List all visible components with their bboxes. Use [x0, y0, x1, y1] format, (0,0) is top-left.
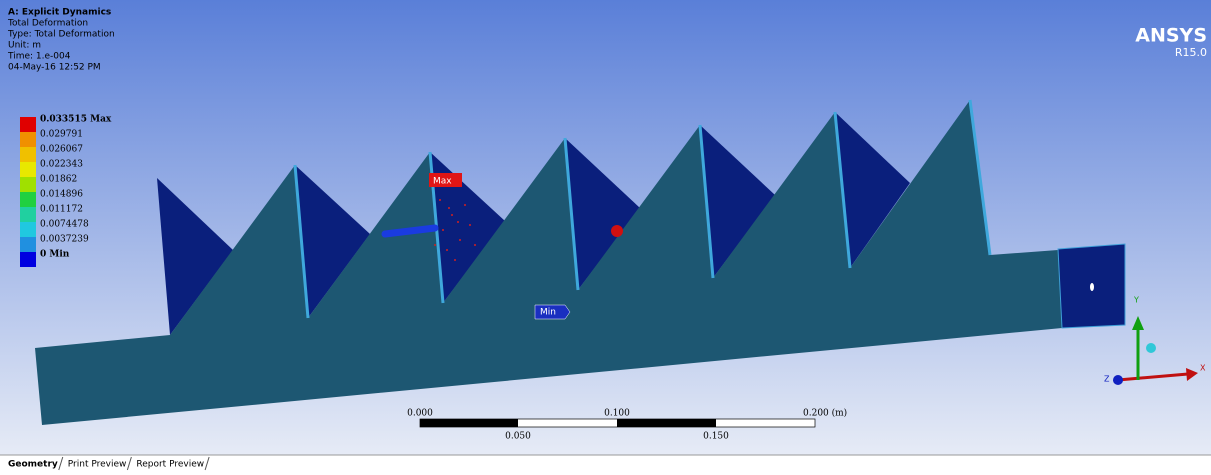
legend-swatch — [20, 162, 36, 177]
legend-label: 0.033515 Max — [40, 115, 112, 125]
debris-dot — [459, 239, 461, 241]
legend-swatch — [20, 147, 36, 162]
legend-label: 0.026067 — [40, 145, 83, 155]
tab[interactable]: Geometry — [8, 460, 58, 470]
scale-label: 0.100 — [604, 409, 630, 419]
legend-label: 0.011172 — [40, 205, 83, 215]
scale-label: 0.200 (m) — [803, 408, 847, 419]
debris-dot — [442, 229, 444, 231]
scale-label: 0.050 — [505, 432, 531, 442]
header-line: Type: Total Deformation — [7, 30, 115, 40]
logo: ANSYS — [1135, 25, 1207, 47]
legend-label: 0 Min — [40, 250, 70, 260]
hole — [1090, 283, 1094, 291]
debris-dot — [469, 224, 471, 226]
min-label: Min — [540, 308, 556, 318]
legend-swatch — [20, 237, 36, 252]
axis-label: Y — [1133, 296, 1139, 305]
legend-label: 0.014896 — [40, 190, 83, 200]
legend-label: 0.022343 — [40, 160, 83, 170]
version: R15.0 — [1175, 46, 1207, 59]
legend-swatch — [20, 132, 36, 147]
debris-dot — [454, 259, 456, 261]
header-line: A: Explicit Dynamics — [8, 8, 111, 18]
debris-dot — [439, 199, 441, 201]
axis-label: Z — [1104, 375, 1110, 384]
debris-dot — [451, 214, 453, 216]
legend-label: 0.0037239 — [40, 235, 89, 245]
tab[interactable]: Print Preview — [68, 460, 127, 470]
page: Max Min A: Explicit DynamicsTotal Deform… — [0, 0, 1211, 471]
fragment — [611, 225, 623, 237]
debris-dot — [464, 204, 466, 206]
axis-label: X — [1200, 364, 1206, 373]
legend-swatch — [20, 222, 36, 237]
legend-swatch — [20, 252, 36, 267]
legend-label: 0.029791 — [40, 130, 83, 140]
debris-dot — [446, 249, 448, 251]
legend-swatch — [20, 207, 36, 222]
legend-swatch — [20, 117, 36, 132]
debris-dot — [474, 244, 476, 246]
legend-label: 0.0074478 — [40, 220, 89, 230]
legend-swatch — [20, 192, 36, 207]
max-label: Max — [433, 177, 452, 187]
scale-label: 0.150 — [703, 432, 729, 442]
legend-label: 0.01862 — [40, 175, 77, 185]
debris-dot — [457, 221, 459, 223]
header-line: 04-May-16 12:52 PM — [8, 63, 101, 73]
debris-dot — [434, 244, 436, 246]
viewport: Max Min A: Explicit DynamicsTotal Deform… — [0, 0, 1211, 471]
legend-swatch — [20, 177, 36, 192]
tabs: Geometry Print Preview Report Preview — [8, 457, 209, 470]
header-line: Total Deformation — [7, 19, 88, 29]
tab[interactable]: Report Preview — [136, 460, 204, 470]
header-line: Time: 1.e-004 — [7, 52, 71, 62]
header-line: Unit: m — [8, 41, 41, 51]
scale-label: 0.000 — [407, 409, 433, 419]
debris-dot — [448, 207, 450, 209]
